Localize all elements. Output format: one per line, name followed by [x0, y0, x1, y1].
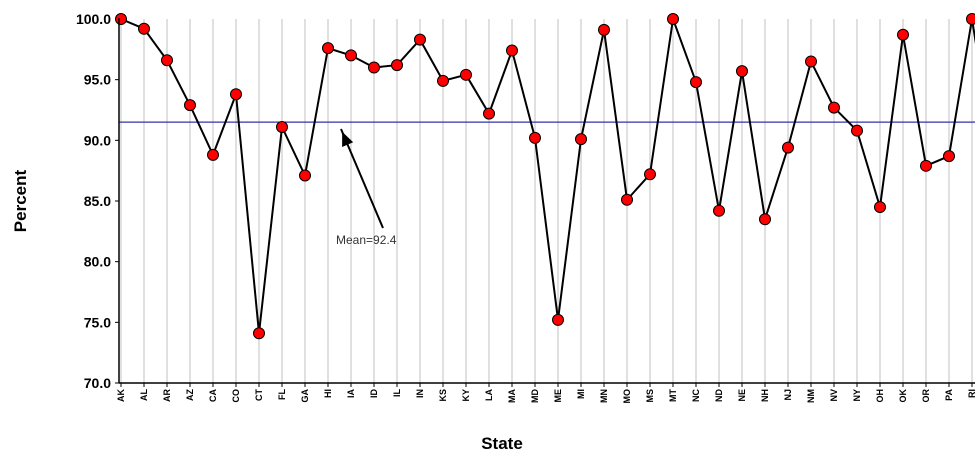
x-tick-label: PA — [944, 389, 954, 401]
y-tick-label: 100.0 — [76, 11, 111, 27]
x-tick-label: KY — [461, 389, 471, 402]
x-tick-label: LA — [484, 389, 494, 401]
data-point — [322, 42, 334, 55]
x-tick-label: KS — [438, 389, 448, 402]
data-series — [115, 13, 975, 340]
x-tick-label: OH — [875, 389, 885, 403]
data-point — [851, 124, 863, 137]
data-point — [253, 327, 265, 340]
x-tick-label: MT — [668, 389, 678, 402]
x-tick-label: ID — [369, 388, 379, 398]
x-tick-label: MN — [599, 389, 609, 403]
x-tick-label: NJ — [783, 389, 793, 401]
x-axis-title: State — [481, 434, 523, 453]
data-point — [874, 201, 886, 214]
y-tick-label: 85.0 — [84, 193, 111, 209]
data-point — [828, 101, 840, 114]
x-tick-label: NH — [760, 389, 770, 402]
data-point — [782, 141, 794, 154]
data-point — [483, 107, 495, 120]
data-point — [345, 49, 357, 62]
y-tick-label: 75.0 — [84, 314, 111, 330]
data-point — [115, 13, 127, 25]
x-tick-label: RI — [967, 389, 975, 398]
data-point — [713, 204, 725, 217]
data-point — [575, 133, 587, 146]
x-tick-label: CO — [231, 389, 241, 403]
annotation-label: Mean=92.4 — [336, 233, 397, 247]
data-point — [621, 193, 633, 206]
x-tick-label: NY — [852, 389, 862, 402]
x-tick-label: ND — [714, 389, 724, 402]
y-tick-label: 90.0 — [84, 132, 111, 148]
x-tick-label: MS — [645, 389, 655, 403]
data-point — [230, 88, 242, 101]
x-tick-label: ME — [553, 389, 563, 403]
mean-annotation: Mean=92.4 — [336, 128, 397, 247]
x-tick-label: MD — [530, 389, 540, 403]
data-point — [207, 148, 219, 161]
x-tick-label: AK — [116, 389, 126, 402]
data-point — [414, 33, 426, 46]
axes — [118, 18, 975, 384]
data-point — [161, 54, 173, 67]
data-point — [759, 213, 771, 226]
x-tick-label: IL — [392, 388, 402, 397]
data-point — [184, 99, 196, 112]
y-tick-label: 95.0 — [84, 72, 111, 88]
gridlines — [120, 19, 973, 383]
x-tick-label: CT — [254, 389, 264, 401]
data-point — [920, 159, 932, 172]
x-axis-ticks: AK AL AR AZ CA CO CT FL GA HI IA ID IL IN KS KY LA MA MD ME… — [116, 383, 975, 404]
y-tick-label: 80.0 — [84, 254, 111, 270]
data-point — [897, 28, 909, 41]
data-point — [943, 150, 955, 163]
data-point — [552, 313, 564, 326]
data-point — [368, 61, 380, 74]
x-tick-label: MI — [576, 389, 586, 399]
annotation-arrow — [340, 128, 384, 229]
data-point — [736, 65, 748, 78]
x-tick-label: GA — [300, 388, 310, 402]
data-point — [966, 13, 975, 25]
x-tick-label: OR — [921, 388, 931, 402]
data-point — [437, 74, 449, 87]
y-axis-title: Percent — [11, 169, 30, 232]
x-tick-label: MA — [507, 389, 517, 403]
x-tick-label: FL — [277, 389, 287, 400]
data-point — [138, 22, 150, 35]
data-point — [391, 59, 403, 72]
x-tick-label: IA — [346, 388, 356, 398]
data-point — [598, 23, 610, 36]
x-tick-label: MO — [622, 389, 632, 404]
x-tick-label: NC — [691, 389, 701, 402]
data-point — [506, 44, 518, 57]
data-point — [529, 131, 541, 144]
x-tick-label: HI — [323, 389, 333, 398]
x-tick-label: CA — [208, 389, 218, 402]
data-point — [805, 55, 817, 68]
x-tick-label: AL — [139, 389, 149, 401]
annotation-arrowhead — [342, 131, 354, 147]
data-point — [644, 168, 656, 181]
data-point — [299, 169, 311, 182]
plot-area — [119, 19, 975, 383]
x-tick-label: IN — [415, 389, 425, 398]
data-point — [667, 13, 679, 25]
y-axis-ticks: 70.0 75.0 80.0 85.0 90.0 95.0 100.0 — [76, 11, 119, 391]
y-tick-label: 70.0 — [84, 375, 111, 391]
x-tick-label: AZ — [185, 389, 195, 401]
x-tick-label: OK — [898, 388, 908, 402]
x-tick-label: AR — [162, 389, 172, 402]
x-tick-label: NE — [737, 389, 747, 402]
data-point — [276, 120, 288, 133]
data-point — [690, 76, 702, 89]
x-tick-label: NV — [829, 389, 839, 402]
x-tick-label: NM — [806, 389, 816, 403]
data-point — [460, 68, 472, 81]
